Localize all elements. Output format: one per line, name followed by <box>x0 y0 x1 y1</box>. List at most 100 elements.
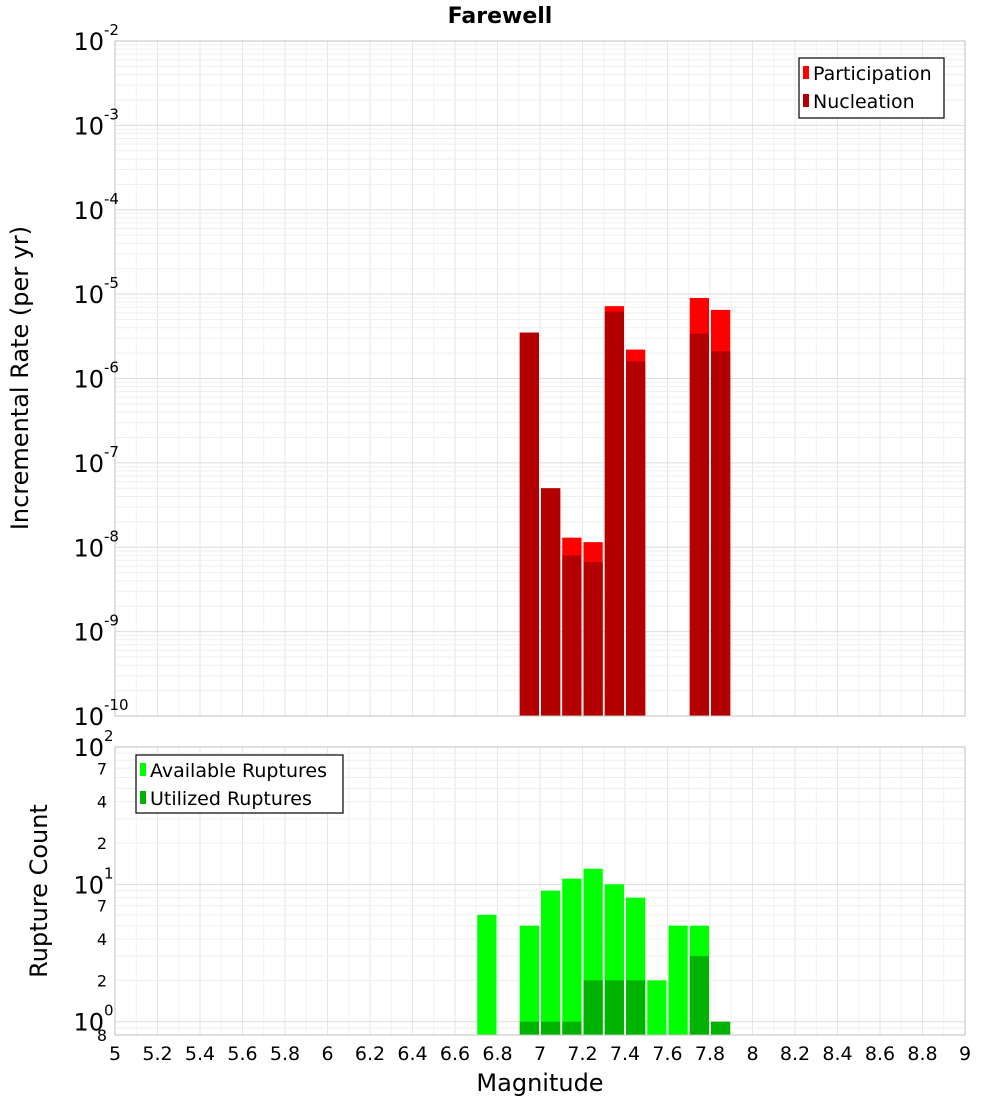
x-tick-7: 6.4 <box>397 1043 427 1065</box>
rate-y-tick-base-5: 10 <box>73 450 104 478</box>
rate-plot-panel: 10-210-310-410-510-610-710-810-910-10 In… <box>6 21 966 731</box>
x-tick-6: 6.2 <box>355 1043 385 1065</box>
legend-label-utilized: Utilized Ruptures <box>150 788 312 810</box>
x-tick-19: 8.8 <box>907 1043 937 1065</box>
rate-plot-grid <box>114 40 966 717</box>
x-tick-9: 6.8 <box>482 1043 512 1065</box>
x-tick-0: 5 <box>109 1043 121 1065</box>
x-tick-2: 5.4 <box>185 1043 215 1065</box>
legend-swatch-participation <box>803 66 809 79</box>
x-tick-labels: 5 5.2 5.4 5.6 5.8 6 6.2 6.4 6.6 6.8 7 7.2 7.4 7.6 7.8 8… <box>109 1043 971 1065</box>
count-y-tick-1: 7 <box>97 759 107 778</box>
rate-plot-bars <box>519 297 731 716</box>
x-tick-5: 6 <box>321 1043 333 1065</box>
count-bar-0-2 <box>541 890 561 1035</box>
count-bar-0-3 <box>562 878 582 1035</box>
count-bar-0-1 <box>519 925 539 1035</box>
count-bar-1-10 <box>711 1021 731 1035</box>
count-y-tick-exponent-4: 1 <box>104 864 114 882</box>
count-y-tick-base-0: 10 <box>73 734 104 762</box>
rate-y-tick-labels: 10-210-310-410-510-610-710-810-910-10 <box>73 21 128 731</box>
count-bar-0-0 <box>477 914 497 1035</box>
rate-y-tick-exponent-1: -3 <box>104 105 119 123</box>
rate-y-tick-exponent-3: -5 <box>104 274 119 292</box>
x-tick-13: 7.6 <box>652 1043 682 1065</box>
count-bar-1-2 <box>541 1021 561 1035</box>
count-y-tick-9: 8 <box>97 1026 107 1045</box>
rate-y-tick-exponent-4: -6 <box>104 359 119 377</box>
legend-label-nucleation: Nucleation <box>813 91 915 113</box>
rate-y-tick-base-8: 10 <box>73 703 104 731</box>
count-y-tick-3: 2 <box>97 834 107 853</box>
rate-bar-1-0 <box>519 332 539 716</box>
rate-y-tick-base-7: 10 <box>73 619 104 647</box>
count-y-tick-base-8: 10 <box>73 1009 104 1037</box>
count-y-axis-label: Rupture Count <box>25 804 53 978</box>
rate-y-tick-base-2: 10 <box>73 197 104 225</box>
legend-swatch-available <box>140 763 146 776</box>
count-bar-1-5 <box>604 980 624 1035</box>
rate-y-tick-exponent-5: -7 <box>104 443 119 461</box>
count-y-tick-exponent-0: 2 <box>104 727 114 745</box>
x-tick-12: 7.4 <box>610 1043 640 1065</box>
rate-y-tick-base-6: 10 <box>73 534 104 562</box>
count-y-tick-5: 7 <box>97 897 107 916</box>
x-tick-1: 5.2 <box>142 1043 172 1065</box>
count-bar-1-9 <box>689 956 709 1035</box>
legend-label-available: Available Ruptures <box>150 760 327 782</box>
x-axis-label: Magnitude <box>476 1069 603 1097</box>
count-y-tick-7: 2 <box>97 971 107 990</box>
chart-title: Farewell <box>448 4 553 29</box>
legend-swatch-utilized <box>140 791 146 804</box>
rate-bar-1-3 <box>583 561 603 716</box>
rate-bar-1-1 <box>541 488 561 716</box>
count-y-tick-6: 4 <box>97 930 107 949</box>
x-tick-4: 5.8 <box>270 1043 300 1065</box>
count-y-tick-2: 4 <box>97 793 107 812</box>
rate-bar-1-6 <box>689 333 709 716</box>
rate-bar-1-5 <box>626 361 646 716</box>
rate-y-axis-label: Incremental Rate (per yr) <box>6 226 34 530</box>
rate-y-tick-base-3: 10 <box>73 281 104 309</box>
x-tick-14: 7.8 <box>695 1043 725 1065</box>
rate-y-tick-exponent-6: -8 <box>104 527 119 545</box>
x-tick-8: 6.6 <box>440 1043 470 1065</box>
count-legend: Available Ruptures Utilized Ruptures <box>135 754 344 814</box>
rate-y-tick-exponent-7: -9 <box>104 612 119 630</box>
rate-y-tick-exponent-2: -4 <box>104 190 119 208</box>
count-legend-box <box>135 754 344 814</box>
rate-legend: Participation Nucleation <box>798 57 945 119</box>
x-tick-11: 7.2 <box>567 1043 597 1065</box>
rate-y-tick-base-0: 10 <box>73 28 104 56</box>
x-tick-3: 5.6 <box>227 1043 257 1065</box>
x-tick-16: 8.2 <box>780 1043 810 1065</box>
x-tick-20: 9 <box>959 1043 971 1065</box>
count-bar-1-4 <box>583 980 603 1035</box>
count-plot-frame <box>114 746 966 1036</box>
rate-bar-1-7 <box>711 351 731 716</box>
rate-legend-box <box>798 57 945 119</box>
x-tick-10: 7 <box>534 1043 546 1065</box>
count-plot-bars <box>477 868 731 1035</box>
count-bar-1-3 <box>562 1021 582 1035</box>
rate-y-tick-base-4: 10 <box>73 366 104 394</box>
count-y-tick-base-4: 10 <box>73 871 104 899</box>
count-bar-1-6 <box>626 980 646 1035</box>
x-tick-17: 8.4 <box>822 1043 852 1065</box>
rate-plot-frame <box>114 40 966 717</box>
rate-bar-1-4 <box>604 311 624 716</box>
legend-swatch-nucleation <box>803 94 809 107</box>
rate-y-tick-exponent-8: -10 <box>104 696 129 714</box>
rate-bar-1-2 <box>562 555 582 716</box>
count-bar-0-7 <box>647 980 667 1035</box>
x-tick-15: 8 <box>746 1043 758 1065</box>
count-bar-1-1 <box>519 1021 539 1035</box>
x-tick-18: 8.6 <box>865 1043 895 1065</box>
count-bar-0-8 <box>668 925 688 1035</box>
legend-label-participation: Participation <box>813 63 932 85</box>
count-y-tick-exponent-8: 0 <box>104 1002 114 1020</box>
rate-y-tick-base-1: 10 <box>73 112 104 140</box>
rate-y-tick-exponent-0: -2 <box>104 21 119 39</box>
